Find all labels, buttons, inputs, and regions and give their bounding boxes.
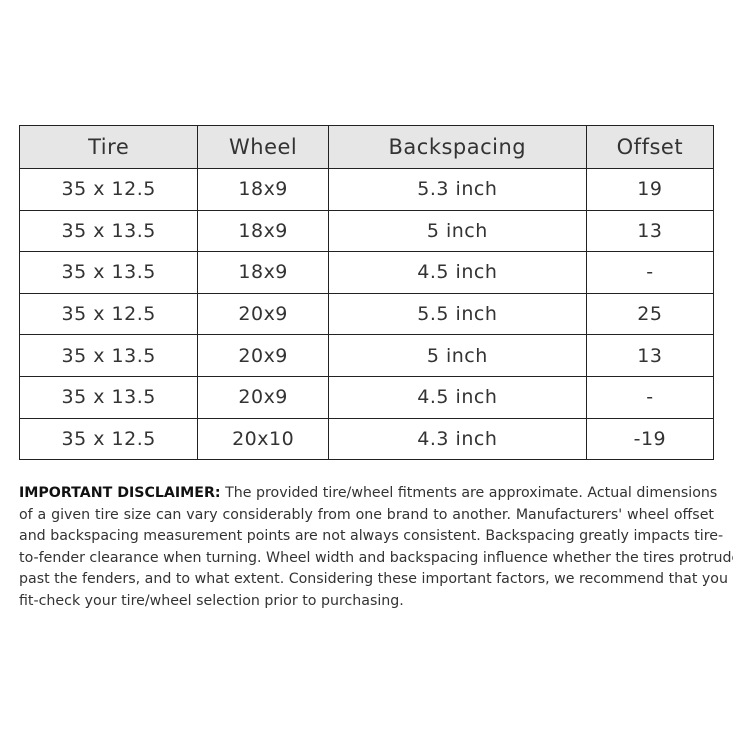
disclaimer: IMPORTANT DISCLAIMER: The provided tire/…	[19, 483, 733, 613]
column-header-offset: Offset	[585, 125, 715, 169]
cell-backspacing: 4.5 inch	[327, 375, 587, 419]
cell-offset: 13	[585, 209, 715, 253]
disclaimer-line: fit-check your tire/wheel selection prio…	[19, 592, 404, 609]
cell-tire: 35 x 13.5	[18, 375, 199, 419]
cell-offset: 13	[585, 334, 715, 377]
cell-offset: 25	[585, 292, 715, 336]
disclaimer-line: of a given tire size can vary considerab…	[19, 506, 714, 523]
table-row: 35 x 12.5 20x9 5.5 inch 25	[18, 292, 715, 336]
disclaimer-line: to-fender clearance when turning. Wheel …	[19, 549, 733, 566]
cell-offset: 19	[585, 168, 715, 211]
cell-backspacing: 4.5 inch	[327, 251, 587, 294]
cell-tire: 35 x 12.5	[18, 292, 199, 336]
cell-backspacing: 5.3 inch	[327, 168, 587, 211]
disclaimer-line: and backspacing measurement points are n…	[19, 528, 724, 545]
column-header-wheel: Wheel	[197, 125, 329, 169]
table-row: 35 x 12.5 18x9 5.3 inch 19	[18, 168, 715, 211]
cell-backspacing: 4.3 inch	[327, 417, 587, 461]
cell-backspacing: 5 inch	[327, 334, 587, 377]
cell-tire: 35 x 12.5	[18, 168, 199, 211]
table-row: 35 x 13.5 20x9 5 inch 13	[18, 334, 715, 377]
cell-wheel: 18x9	[197, 209, 329, 253]
cell-offset: -	[585, 251, 715, 294]
cell-tire: 35 x 13.5	[18, 209, 199, 253]
disclaimer-line: IMPORTANT DISCLAIMER: The provided tire/…	[19, 485, 718, 501]
table-row: 35 x 13.5 18x9 4.5 inch -	[18, 251, 715, 294]
cell-offset: -	[585, 375, 715, 419]
fitment-table: Tire Wheel Backspacing Offset 35 x 12.5 18x9…	[18, 125, 715, 461]
table-row: 35 x 13.5 20x9 4.5 inch -	[18, 375, 715, 419]
cell-wheel: 20x10	[197, 417, 329, 461]
cell-backspacing: 5 inch	[327, 209, 587, 253]
table-row: 35 x 13.5 18x9 5 inch 13	[18, 209, 715, 253]
column-header-tire: Tire	[18, 125, 199, 169]
cell-offset: -19	[585, 417, 715, 461]
cell-tire: 35 x 13.5	[18, 251, 199, 294]
cell-wheel: 18x9	[197, 168, 329, 211]
disclaimer-line: past the fenders, and to what extent. Co…	[19, 571, 728, 588]
cell-backspacing: 5.5 inch	[327, 292, 587, 336]
column-header-backspacing: Backspacing	[327, 125, 587, 169]
table-row: 35 x 12.5 20x10 4.3 inch -19	[18, 417, 715, 461]
cell-wheel: 20x9	[197, 334, 329, 377]
cell-wheel: 18x9	[197, 251, 329, 294]
cell-wheel: 20x9	[197, 375, 329, 419]
cell-tire: 35 x 12.5	[18, 417, 199, 461]
table-header-row: Tire Wheel Backspacing Offset	[18, 125, 715, 169]
disclaimer-label: IMPORTANT DISCLAIMER:	[19, 485, 221, 501]
cell-wheel: 20x9	[197, 292, 329, 336]
cell-tire: 35 x 13.5	[18, 334, 199, 377]
